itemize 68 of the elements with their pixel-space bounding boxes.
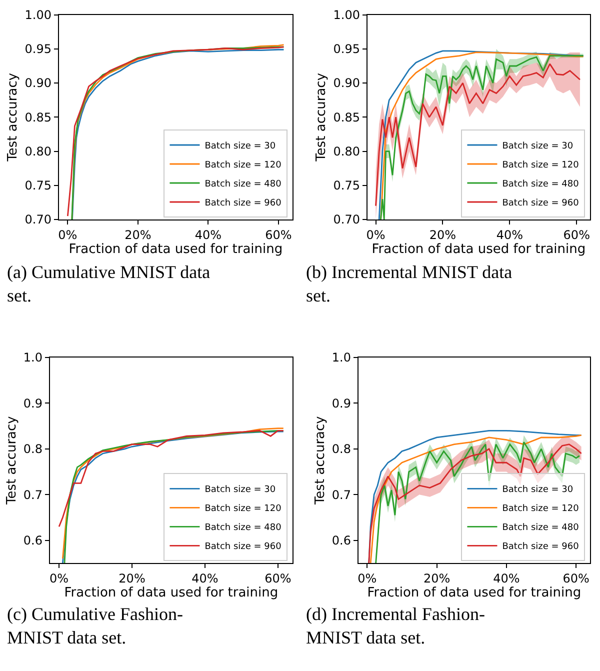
- legend-label: Batch size = 480: [502, 180, 580, 190]
- y-tick-label: 0.7: [332, 488, 352, 502]
- legend-label: Batch size = 960: [502, 542, 580, 552]
- legend-label: Batch size = 960: [204, 542, 282, 552]
- x-tick-label: 40%: [496, 228, 524, 242]
- legend-label: Batch size = 30: [502, 142, 574, 152]
- legend-label: Batch size = 960: [502, 198, 580, 209]
- y-axis-title: Test accuracy: [314, 72, 330, 162]
- y-tick-label: 0.90: [24, 76, 52, 90]
- x-tick-label: 40%: [493, 572, 520, 586]
- legend-label: Batch size = 480: [502, 523, 580, 534]
- text: (b) Incremental MNIST data set.: [306, 262, 512, 306]
- legend-label: Batch size = 120: [204, 160, 282, 171]
- y-tick-label: 0.85: [24, 110, 52, 124]
- y-tick-label: 0.85: [333, 110, 360, 124]
- y-tick-label: 0.8: [23, 442, 43, 456]
- legend-label: Batch size = 120: [204, 504, 282, 514]
- x-axis-title: Fraction of data used for training: [367, 586, 582, 601]
- x-axis-title: Fraction of data used for training: [64, 586, 278, 601]
- x-tick-label: 0%: [58, 228, 78, 242]
- legend-label: Batch size = 30: [204, 142, 276, 152]
- x-tick-label: 20%: [124, 228, 152, 242]
- legend-label: Batch size = 480: [204, 180, 282, 190]
- x-axis-title: Fraction of data used for training: [68, 242, 283, 257]
- x-tick-label: 20%: [118, 572, 146, 586]
- legend-label: Batch size = 30: [204, 485, 276, 496]
- y-tick-label: 1.00: [333, 8, 360, 22]
- y-tick-label: 0.90: [333, 76, 360, 90]
- y-tick-label: 1.0: [23, 350, 43, 365]
- text: (c) Cumulative Fashion-MNIST data set.: [7, 604, 183, 648]
- y-tick-label: 0.95: [333, 42, 360, 56]
- legend-label: Batch size = 120: [502, 160, 580, 171]
- y-tick-label: 0.8: [332, 442, 352, 456]
- y-tick-label: 0.75: [333, 178, 360, 193]
- legend-label: Batch size = 960: [204, 198, 282, 209]
- y-tick-label: 0.7: [23, 488, 43, 502]
- x-tick-label: 60%: [562, 572, 590, 586]
- x-tick-label: 40%: [194, 228, 222, 242]
- x-tick-label: 60%: [264, 572, 292, 586]
- x-tick-label: 0%: [50, 572, 69, 586]
- y-tick-label: 0.70: [24, 212, 52, 227]
- x-tick-label: 20%: [423, 572, 450, 586]
- x-tick-label: 60%: [563, 228, 590, 242]
- text: (d) Incremental Fashion-MNIST data set.: [306, 604, 485, 648]
- x-axis-title: Fraction of data used for training: [372, 242, 586, 257]
- y-axis-title: Test accuracy: [6, 72, 21, 162]
- x-tick-label: 20%: [429, 228, 456, 242]
- y-tick-label: 0.75: [24, 178, 52, 193]
- y-axis-title: Test accuracy: [312, 416, 328, 506]
- y-tick-label: 1.00: [24, 8, 52, 22]
- text: (a) Cumulative MNIST data set.: [7, 262, 210, 306]
- legend-label: Batch size = 30: [502, 485, 574, 496]
- x-tick-label: 0%: [366, 228, 386, 242]
- y-tick-label: 0.70: [333, 212, 360, 227]
- legend-label: Batch size = 120: [502, 504, 580, 514]
- y-tick-label: 1.0: [332, 350, 352, 365]
- x-tick-label: 40%: [192, 572, 218, 586]
- x-tick-label: 60%: [265, 228, 292, 242]
- y-tick-label: 0.80: [333, 144, 360, 158]
- y-tick-label: 0.6: [23, 534, 43, 548]
- y-tick-label: 0.95: [24, 42, 52, 56]
- y-tick-label: 0.80: [24, 144, 52, 158]
- y-tick-label: 0.9: [23, 396, 43, 410]
- x-tick-label: 0%: [358, 572, 377, 586]
- y-tick-label: 0.6: [332, 534, 352, 548]
- legend-label: Batch size = 480: [204, 523, 282, 534]
- y-axis-title: Test accuracy: [4, 416, 20, 506]
- y-tick-label: 0.9: [332, 396, 352, 410]
